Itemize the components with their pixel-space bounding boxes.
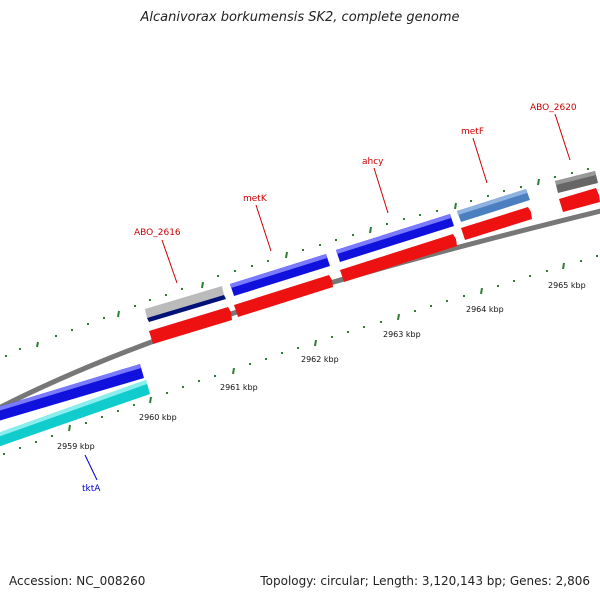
- pointer-line: [373, 167, 389, 214]
- tick-label: 2963 kbp: [383, 330, 421, 339]
- tick-mark: [397, 313, 400, 321]
- gene-cds-reverse[interactable]: [340, 234, 457, 282]
- gene-pointers: [84, 113, 571, 481]
- genome-summary-text: Topology: circular; Length: 3,120,143 bp…: [260, 574, 590, 588]
- inner-tick-row: [3, 255, 598, 455]
- gene-label-ABO_2620[interactable]: ABO_2620: [530, 103, 577, 113]
- pointer-line: [554, 113, 571, 161]
- gene-cds-reverse[interactable]: [461, 207, 532, 240]
- tick-label: 2960 kbp: [139, 413, 177, 422]
- tick-mark: [369, 226, 372, 234]
- gene-cds-reverse[interactable]: [149, 307, 232, 344]
- forward-strand-track: [0, 171, 598, 448]
- gene-cds-highlight: [336, 214, 451, 254]
- reverse-strand-track: [149, 188, 600, 344]
- gene-cds-forward[interactable]: [0, 380, 150, 448]
- tick-mark: [149, 396, 152, 404]
- tick-mark: [117, 310, 120, 318]
- pointer-line: [84, 454, 98, 481]
- tick-label: 2965 kbp: [548, 281, 586, 290]
- tick-mark: [285, 251, 288, 259]
- tick-mark: [201, 281, 204, 289]
- tick-mark: [232, 367, 235, 375]
- gene-cds-reverse[interactable]: [234, 275, 333, 317]
- gene-cds-highlight: [0, 364, 141, 411]
- pointer-line: [255, 204, 272, 252]
- gene-cds-highlight: [0, 380, 147, 437]
- gene-cds-forward[interactable]: [145, 286, 224, 318]
- gene-cds-highlight: [555, 171, 596, 185]
- tick-mark: [537, 178, 540, 186]
- tick-label: 2961 kbp: [220, 383, 258, 392]
- gene-cds-forward[interactable]: [0, 364, 144, 422]
- gene-label-ABO_2616[interactable]: ABO_2616: [134, 228, 181, 238]
- gene-cds-highlight: [230, 254, 327, 288]
- gene-cds-forward[interactable]: [147, 295, 226, 322]
- accession-text: Accession: NC_008260: [9, 574, 146, 588]
- pointer-line: [161, 239, 178, 284]
- outer-tick-row: [5, 168, 589, 357]
- tick-mark: [68, 424, 71, 432]
- gene-label-metF[interactable]: metF: [461, 127, 484, 137]
- gene-label-ahcy[interactable]: ahcy: [362, 157, 384, 167]
- tick-mark: [36, 341, 39, 348]
- gene-cds-highlight: [457, 189, 527, 215]
- tick-label: 2962 kbp: [301, 355, 339, 364]
- tick-mark: [454, 202, 457, 210]
- tick-mark: [562, 262, 565, 270]
- gene-cds-reverse[interactable]: [559, 188, 600, 212]
- tick-label: 2964 kbp: [466, 305, 504, 314]
- gene-label-metK[interactable]: metK: [243, 194, 268, 204]
- tick-mark: [480, 287, 483, 295]
- tick-mark: [314, 339, 317, 347]
- map-title: Alcanivorax borkumensis SK2, complete ge…: [140, 10, 460, 25]
- gene-label-tktA[interactable]: tktA: [82, 484, 101, 494]
- tick-label: 2959 kbp: [57, 442, 95, 451]
- pointer-line: [472, 137, 488, 184]
